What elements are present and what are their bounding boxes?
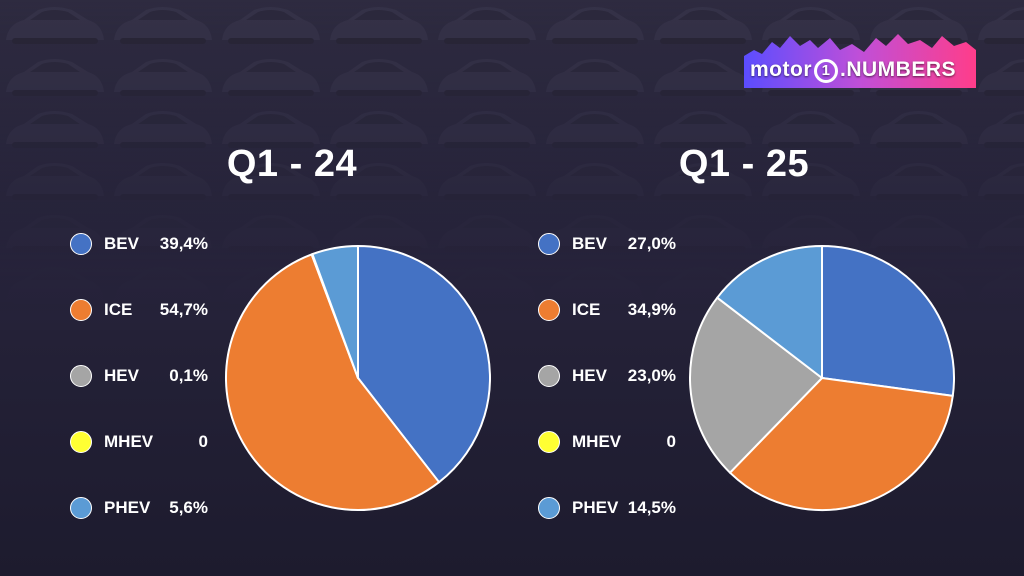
legend-item-bev: BEV 39,4% — [70, 228, 220, 260]
legend-value: 0,1% — [169, 366, 208, 385]
legend-label: HEV — [572, 366, 607, 385]
pie-slice-hev — [689, 296, 823, 474]
pie-slice-phev — [311, 245, 359, 379]
legend-swatch-mhev — [538, 431, 560, 453]
legend-value: 5,6% — [169, 498, 208, 517]
chart-title-q1-25: Q1 - 25 — [678, 143, 810, 185]
pie-slice-ice — [728, 377, 954, 511]
legend-swatch-ice — [70, 299, 92, 321]
legend-swatch-phev — [538, 497, 560, 519]
legend-label: PHEV — [104, 498, 151, 517]
motor1-numbers-logo: motor 1 .NUMBERS — [744, 28, 976, 88]
pie-chart-q1-25 — [689, 245, 955, 511]
legend-swatch-ice — [538, 299, 560, 321]
legend-label: BEV — [104, 234, 139, 253]
legend-value: 14,5% — [627, 498, 676, 517]
legend-value: 54,7% — [159, 300, 208, 319]
legend-swatch-phev — [70, 497, 92, 519]
legend-value: 0 — [198, 432, 208, 451]
legend-item-ice: ICE 54,7% — [70, 294, 220, 326]
pie-slice-bev — [821, 245, 955, 397]
legend-swatch-hev — [538, 365, 560, 387]
logo-skyline-graphic — [744, 34, 976, 88]
pie-slice-phev — [716, 245, 823, 379]
legend-value: 34,9% — [627, 300, 676, 319]
legend-label: MHEV — [572, 432, 622, 451]
legend-value: 23,0% — [627, 366, 676, 385]
legend-label: ICE — [572, 300, 601, 319]
legend-item-mhev: MHEV 0 — [538, 426, 688, 458]
logo-wordmark: motor 1 .NUMBERS — [750, 58, 957, 83]
legend-swatch-bev — [70, 233, 92, 255]
legend-item-phev: PHEV 14,5% — [538, 492, 688, 524]
legend-label: PHEV — [572, 498, 619, 517]
legend-item-hev: HEV 23,0% — [538, 360, 688, 392]
legend-swatch-hev — [70, 365, 92, 387]
legend-value: 27,0% — [627, 234, 676, 253]
pie-slice-bev — [357, 245, 491, 484]
pie-slice-ice — [225, 253, 441, 511]
legend-label: BEV — [572, 234, 607, 253]
legend-swatch-bev — [538, 233, 560, 255]
legend-value: 0 — [666, 432, 676, 451]
legend-label: MHEV — [104, 432, 154, 451]
chart-title-q1-24: Q1 - 24 — [226, 143, 358, 185]
pie-chart-q1-24 — [225, 245, 491, 511]
legend-item-ice: ICE 34,9% — [538, 294, 688, 326]
legend-label: HEV — [104, 366, 139, 385]
legend-item-phev: PHEV 5,6% — [70, 492, 220, 524]
legend-item-mhev: MHEV 0 — [70, 426, 220, 458]
legend-value: 39,4% — [159, 234, 208, 253]
legend-item-hev: HEV 0,1% — [70, 360, 220, 392]
legend-swatch-mhev — [70, 431, 92, 453]
legend-label: ICE — [104, 300, 133, 319]
legend-item-bev: BEV 27,0% — [538, 228, 688, 260]
